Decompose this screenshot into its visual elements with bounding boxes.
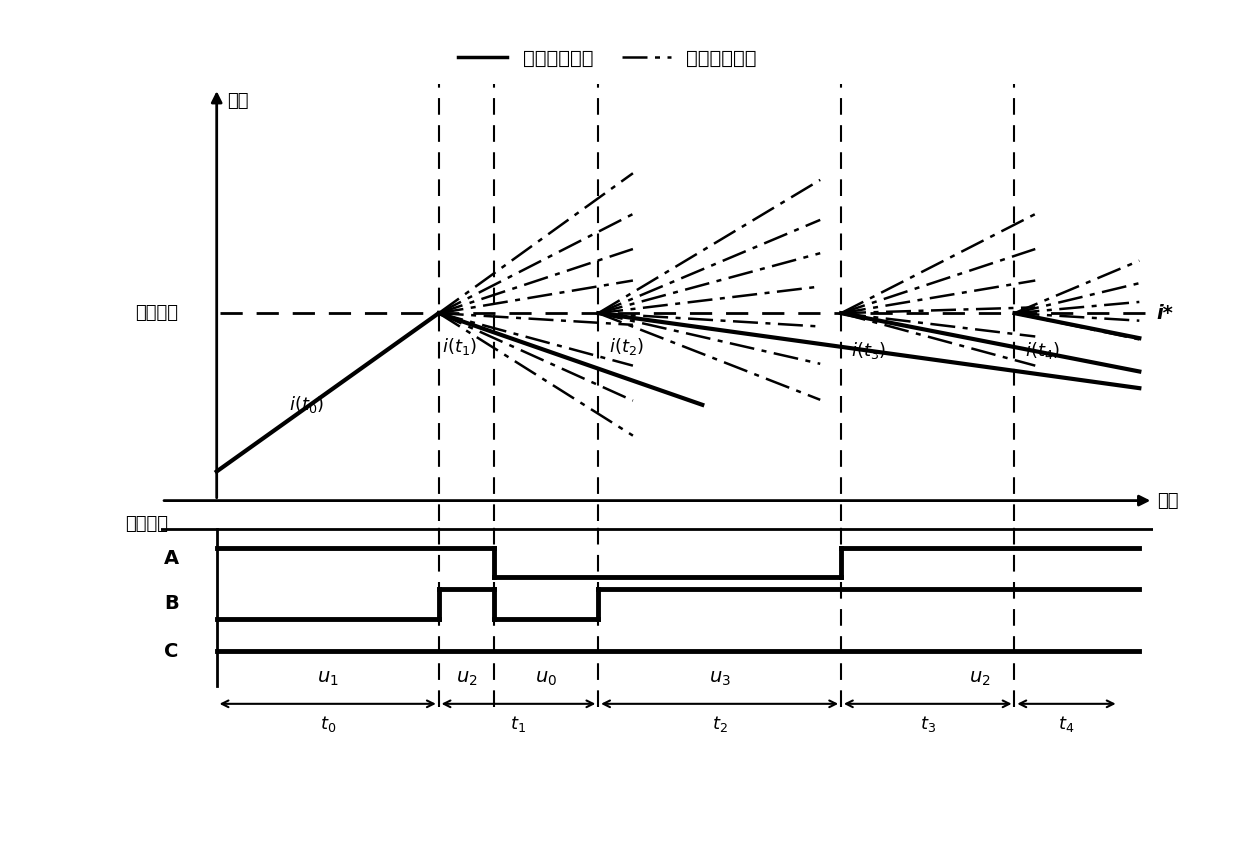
Text: A: A <box>164 549 179 569</box>
Legend: 实际电流轨迹, 预测电流轨迹: 实际电流轨迹, 预测电流轨迹 <box>450 41 765 76</box>
Text: $\boldsymbol{u_2}$: $\boldsymbol{u_2}$ <box>968 669 991 688</box>
Text: $t_3$: $t_3$ <box>920 714 936 734</box>
Text: $\boldsymbol{u_2}$: $\boldsymbol{u_2}$ <box>455 669 477 688</box>
Text: 三相电压: 三相电压 <box>125 516 169 533</box>
Text: $t_0$: $t_0$ <box>320 714 336 734</box>
Text: $t_1$: $t_1$ <box>511 714 527 734</box>
Text: $i(t_2)$: $i(t_2)$ <box>609 336 644 357</box>
Text: $t_2$: $t_2$ <box>712 714 728 734</box>
Text: $\boldsymbol{u_0}$: $\boldsymbol{u_0}$ <box>536 669 557 688</box>
Text: C: C <box>164 642 179 661</box>
Text: B: B <box>164 594 179 613</box>
Text: $\boldsymbol{u_3}$: $\boldsymbol{u_3}$ <box>709 669 730 688</box>
Text: $t_4$: $t_4$ <box>1058 714 1075 734</box>
Text: i*: i* <box>1157 304 1173 323</box>
Text: 参考电流: 参考电流 <box>135 304 179 322</box>
Text: 时间: 时间 <box>1157 492 1178 510</box>
Text: $i(t_0)$: $i(t_0)$ <box>289 394 325 415</box>
Text: 电流: 电流 <box>227 92 248 110</box>
Text: $\boldsymbol{u_1}$: $\boldsymbol{u_1}$ <box>317 669 339 688</box>
Text: $i(t_3)$: $i(t_3)$ <box>852 340 887 361</box>
Text: $i(t_4)$: $i(t_4)$ <box>1025 340 1060 361</box>
Text: $i(t_1)$: $i(t_1)$ <box>443 336 477 357</box>
